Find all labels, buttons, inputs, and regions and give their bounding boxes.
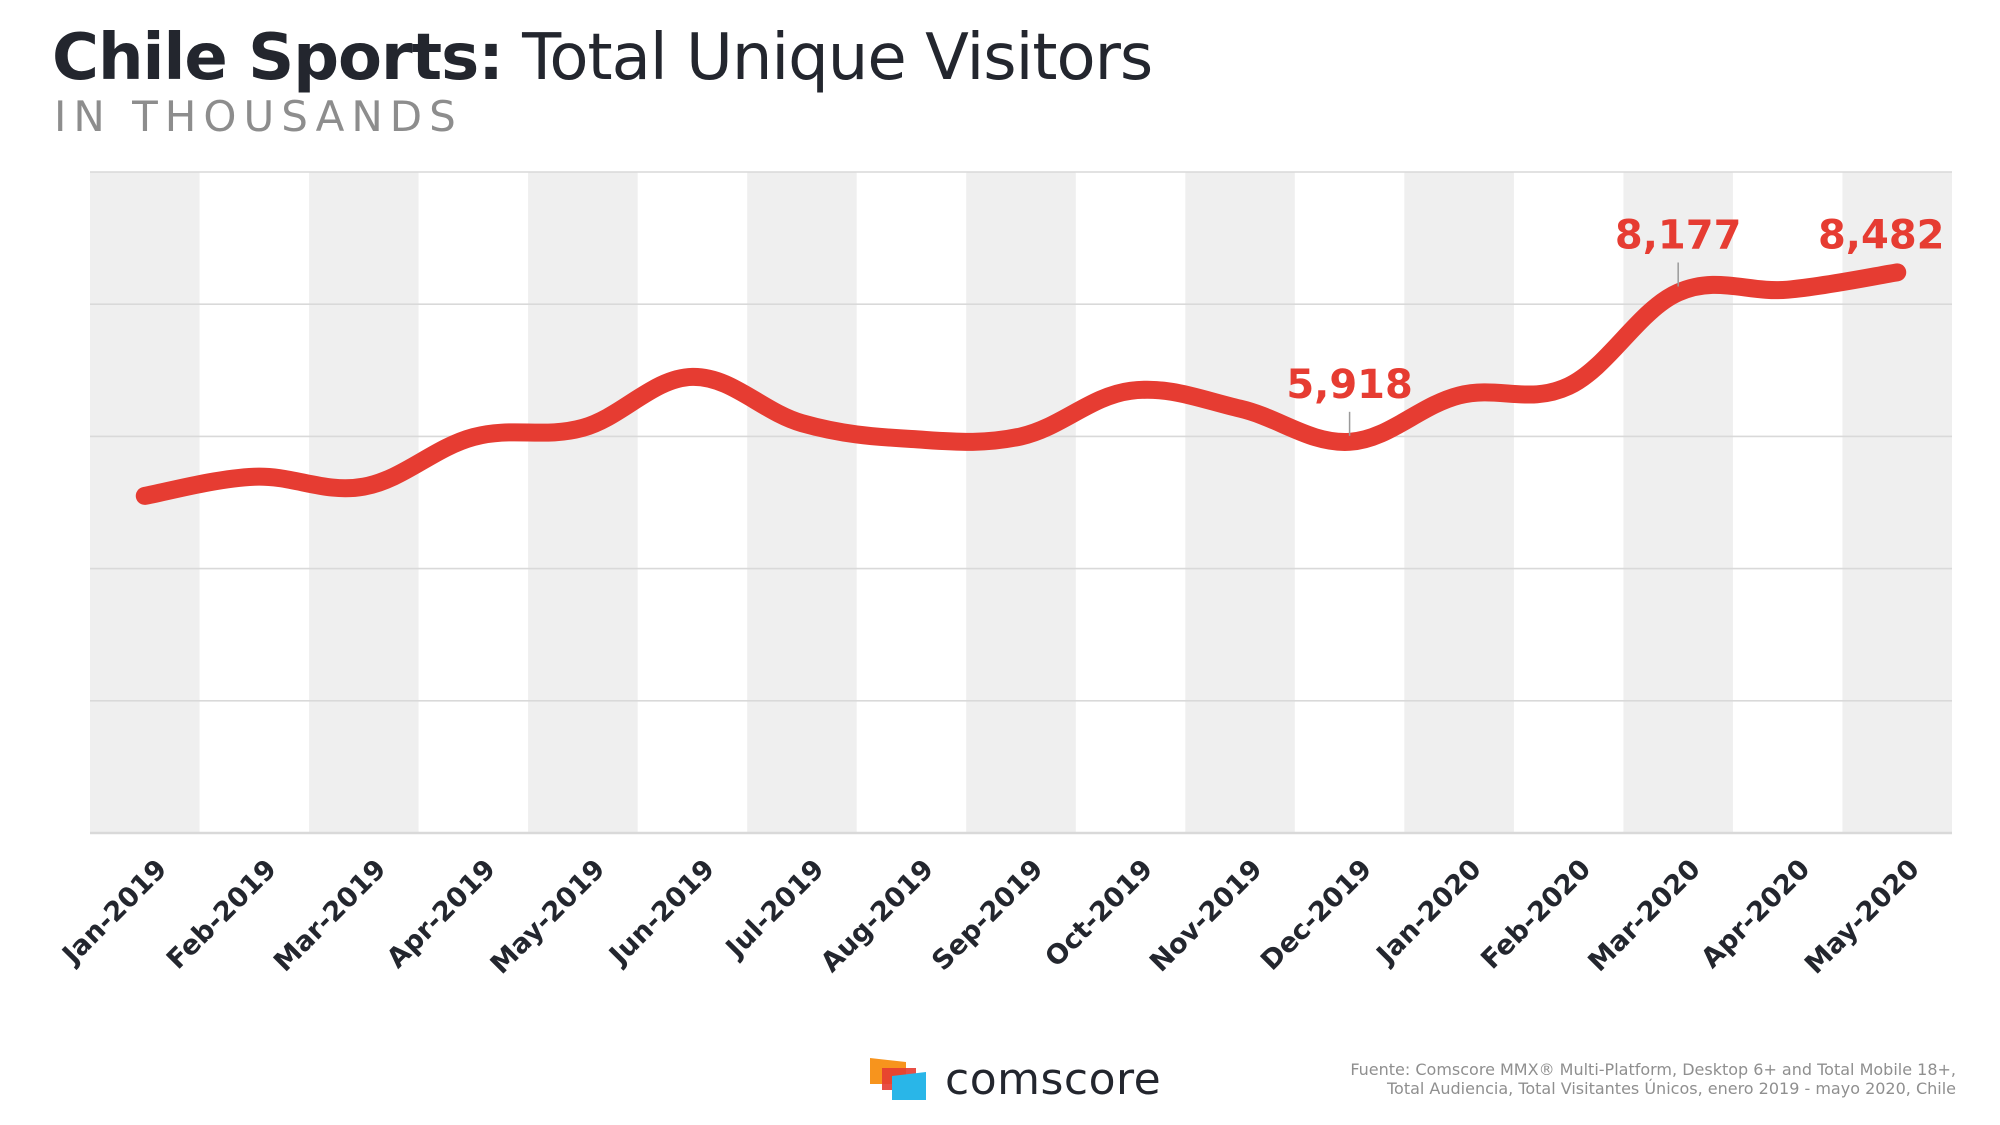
x-tick-label: Feb-2020 <box>1475 854 1597 976</box>
chart-title: Chile Sports: Total Unique Visitors <box>52 18 1153 98</box>
x-tick-label: May-2019 <box>485 854 612 981</box>
column-band <box>1185 172 1295 833</box>
x-tick-label: Sep-2019 <box>926 854 1049 977</box>
x-tick-label: May-2020 <box>1799 854 1926 981</box>
x-tick-label: Dec-2019 <box>1255 854 1378 977</box>
chart-title-bold: Chile Sports: <box>52 21 504 95</box>
comscore-brand-text: comscore <box>945 1054 1162 1105</box>
column-band <box>747 172 857 833</box>
series-layer <box>135 263 1907 505</box>
x-tick-label: Aug-2019 <box>815 854 940 979</box>
comscore-logo-icon <box>870 1058 926 1100</box>
x-tick-label: Apr-2019 <box>381 854 502 975</box>
x-axis-ticks: Jan-2019Feb-2019Mar-2019Apr-2019May-2019… <box>55 854 1925 981</box>
series-line <box>135 263 1907 505</box>
column-band <box>1404 172 1514 833</box>
x-tick-label: Oct-2019 <box>1039 854 1159 974</box>
x-tick-label: Jun-2019 <box>602 854 721 973</box>
data-label: 5,918 <box>1286 362 1413 408</box>
column-band <box>966 172 1076 833</box>
x-tick-label: Jul-2019 <box>719 854 831 966</box>
x-tick-label: Mar-2019 <box>268 854 392 978</box>
data-label: 8,177 <box>1615 213 1742 259</box>
column-band <box>528 172 638 833</box>
data-label: 8,482 <box>1818 212 1945 258</box>
x-tick-label: Jan-2020 <box>1370 854 1488 972</box>
chart-title-rest: Total Unique Visitors <box>502 21 1153 95</box>
chart-subtitle: IN THOUSANDS <box>54 92 463 141</box>
x-tick-label: Nov-2019 <box>1144 854 1269 979</box>
data-labels: 5,918 8,177 8,482 <box>1286 212 1945 436</box>
source-line-1: Fuente: Comscore MMX® Multi-Platform, De… <box>1350 1060 1956 1079</box>
x-tick-label: Jan-2019 <box>55 854 173 972</box>
column-bands <box>90 172 1952 833</box>
source-note: Fuente: Comscore MMX® Multi-Platform, De… <box>1350 1060 1956 1098</box>
x-tick-label: Feb-2019 <box>161 854 283 976</box>
column-band <box>309 172 419 833</box>
source-line-2: Total Audiencia, Total Visitantes Únicos… <box>1386 1079 1956 1098</box>
x-tick-label: Mar-2020 <box>1582 854 1706 978</box>
x-tick-label: Apr-2020 <box>1695 854 1816 975</box>
